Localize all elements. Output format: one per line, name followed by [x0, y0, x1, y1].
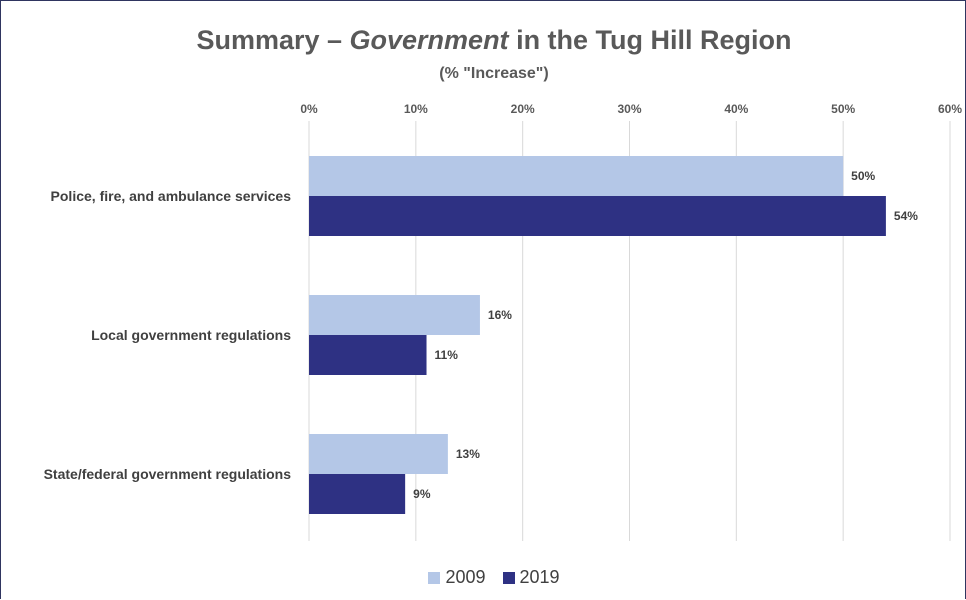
x-tick-label: 50% [831, 102, 855, 116]
legend: 2009 2019 [1, 567, 966, 588]
category-label-2: State/federal government regulations [44, 466, 292, 482]
chart-title: Summary – Government in the Tug Hill Reg… [1, 25, 966, 56]
data-label-2019-1: 11% [435, 348, 459, 362]
x-tick-label: 30% [617, 102, 641, 116]
bars [309, 156, 886, 514]
bar-2009-1 [309, 295, 480, 335]
data-labels: 50% 54% 16% 11% 13% 9% [413, 169, 918, 501]
x-tick-label: 60% [938, 102, 962, 116]
legend-swatch-2009 [428, 572, 441, 584]
chart-title-emphasis: Government [349, 25, 509, 55]
bar-2019-2 [309, 474, 406, 514]
legend-item-2009: 2009 [428, 567, 485, 588]
x-tick-label: 20% [511, 102, 535, 116]
chart-title-suffix: in the Tug Hill Region [508, 25, 792, 55]
chart-title-prefix: Summary – [196, 25, 350, 55]
bar-2009-2 [309, 434, 448, 474]
data-label-2019-0: 54% [894, 209, 918, 223]
x-axis-ticks: 0% 10% 20% 30% 40% 50% 60% [300, 102, 962, 116]
x-tick-label: 10% [404, 102, 428, 116]
x-tick-label: 0% [300, 102, 318, 116]
data-label-2009-0: 50% [851, 169, 875, 183]
legend-label-2009: 2009 [445, 567, 486, 587]
bar-2019-1 [309, 335, 427, 375]
legend-label-2019: 2019 [519, 567, 560, 587]
x-tick-label: 40% [724, 102, 748, 116]
category-label-1: Local government regulations [91, 327, 291, 343]
data-label-2009-1: 16% [488, 308, 512, 322]
data-label-2019-2: 9% [413, 487, 431, 501]
legend-item-2019: 2019 [502, 567, 560, 588]
legend-swatch-2019 [502, 572, 515, 584]
category-labels: Police, fire, and ambulance services Loca… [44, 188, 292, 482]
chart-subtitle: (% "Increase") [439, 65, 549, 82]
category-label-0: Police, fire, and ambulance services [51, 188, 292, 204]
bar-2019-0 [309, 196, 886, 236]
bar-2009-0 [309, 156, 844, 196]
data-label-2009-2: 13% [456, 447, 480, 461]
